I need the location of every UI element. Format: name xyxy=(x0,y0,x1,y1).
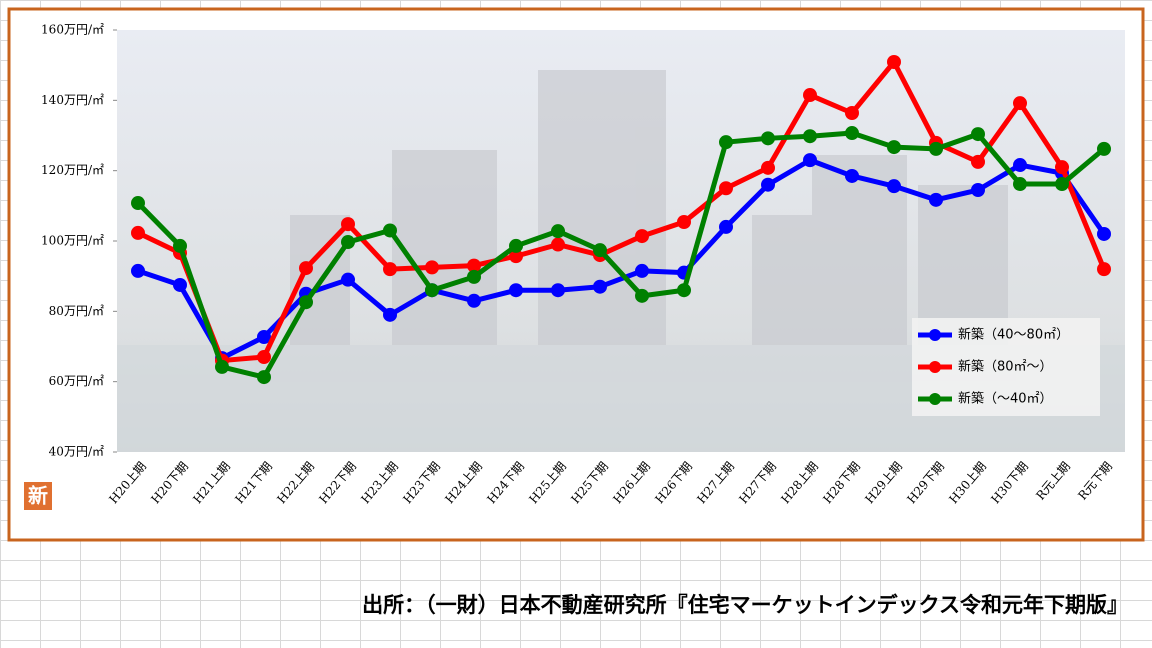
y-tick-label: 140万円/㎡ xyxy=(41,93,104,107)
series-marker xyxy=(341,235,355,250)
series-line xyxy=(137,157,1107,361)
series-marker xyxy=(1097,141,1111,156)
series-marker xyxy=(971,154,985,169)
series-marker xyxy=(719,181,733,196)
series-marker xyxy=(1013,158,1027,173)
series-marker xyxy=(677,215,691,230)
series-marker xyxy=(929,141,943,156)
series-marker xyxy=(719,135,733,150)
series-marker xyxy=(215,359,229,374)
series-marker xyxy=(1097,262,1111,277)
series-marker xyxy=(803,88,817,103)
series-marker xyxy=(1055,160,1069,175)
series-marker xyxy=(257,370,271,385)
series-marker xyxy=(635,229,649,244)
y-tick-label: 100万円/㎡ xyxy=(41,234,104,248)
y-tick-label: 160万円/㎡ xyxy=(41,23,104,37)
y-tick-label: 40万円/㎡ xyxy=(49,445,104,459)
series-marker xyxy=(341,217,355,232)
legend-marker xyxy=(929,361,941,373)
legend-label: 新築（40～80㎡） xyxy=(958,327,1069,343)
series-marker xyxy=(173,238,187,253)
badge: 新 xyxy=(28,484,48,508)
series-marker xyxy=(467,269,481,284)
y-tick-label: 60万円/㎡ xyxy=(49,374,104,388)
series-marker xyxy=(845,105,859,120)
series-marker xyxy=(887,55,901,70)
badge-box xyxy=(24,482,52,510)
series-marker xyxy=(1013,177,1027,192)
series-marker xyxy=(131,225,145,240)
series-marker xyxy=(383,307,397,322)
series-line xyxy=(136,130,1106,380)
series-marker xyxy=(635,288,649,303)
series-marker xyxy=(761,160,775,175)
series-marker xyxy=(299,295,313,310)
series-marker xyxy=(131,196,145,211)
series-marker xyxy=(551,283,565,298)
series-marker xyxy=(257,330,271,345)
legend-marker xyxy=(929,329,941,341)
series-marker xyxy=(803,129,817,144)
series-marker xyxy=(1055,177,1069,192)
series-marker xyxy=(425,283,439,298)
series-marker xyxy=(761,177,775,192)
series-marker xyxy=(467,258,481,273)
series-marker xyxy=(551,237,565,252)
legend-label: 新築（～40㎡） xyxy=(958,391,1053,407)
series-marker xyxy=(467,293,481,308)
y-tick-label: 120万円/㎡ xyxy=(41,163,104,177)
series-marker xyxy=(551,224,565,239)
series-marker xyxy=(593,243,607,258)
series-marker xyxy=(341,272,355,287)
series-marker xyxy=(509,249,523,264)
series-marker xyxy=(887,179,901,194)
series-marker xyxy=(719,219,733,234)
series-marker xyxy=(1013,96,1027,111)
series-marker xyxy=(509,283,523,298)
series-marker xyxy=(845,126,859,141)
series-marker xyxy=(887,140,901,155)
legend-marker xyxy=(929,393,941,405)
series-marker xyxy=(173,277,187,292)
series-marker xyxy=(509,238,523,253)
series-marker xyxy=(1097,226,1111,241)
series-marker xyxy=(803,153,817,168)
series-marker xyxy=(257,350,271,365)
y-tick-label: 80万円/㎡ xyxy=(49,304,104,318)
series-marker xyxy=(383,223,397,238)
series-marker xyxy=(971,127,985,142)
series-marker xyxy=(383,262,397,277)
series-marker xyxy=(425,260,439,275)
legend-label: 新築（80㎡～） xyxy=(958,359,1053,375)
series-marker xyxy=(635,263,649,278)
series-marker xyxy=(971,183,985,198)
series-marker xyxy=(677,283,691,298)
source: 出所：（一財）日本不動産研究所『住宅マーケットインデックス令和元年下期版』 xyxy=(362,593,1128,617)
series-marker xyxy=(299,261,313,276)
series-marker xyxy=(845,168,859,183)
series-marker xyxy=(761,131,775,146)
series-marker xyxy=(131,263,145,278)
series-marker xyxy=(593,279,607,294)
series-marker xyxy=(929,192,943,207)
